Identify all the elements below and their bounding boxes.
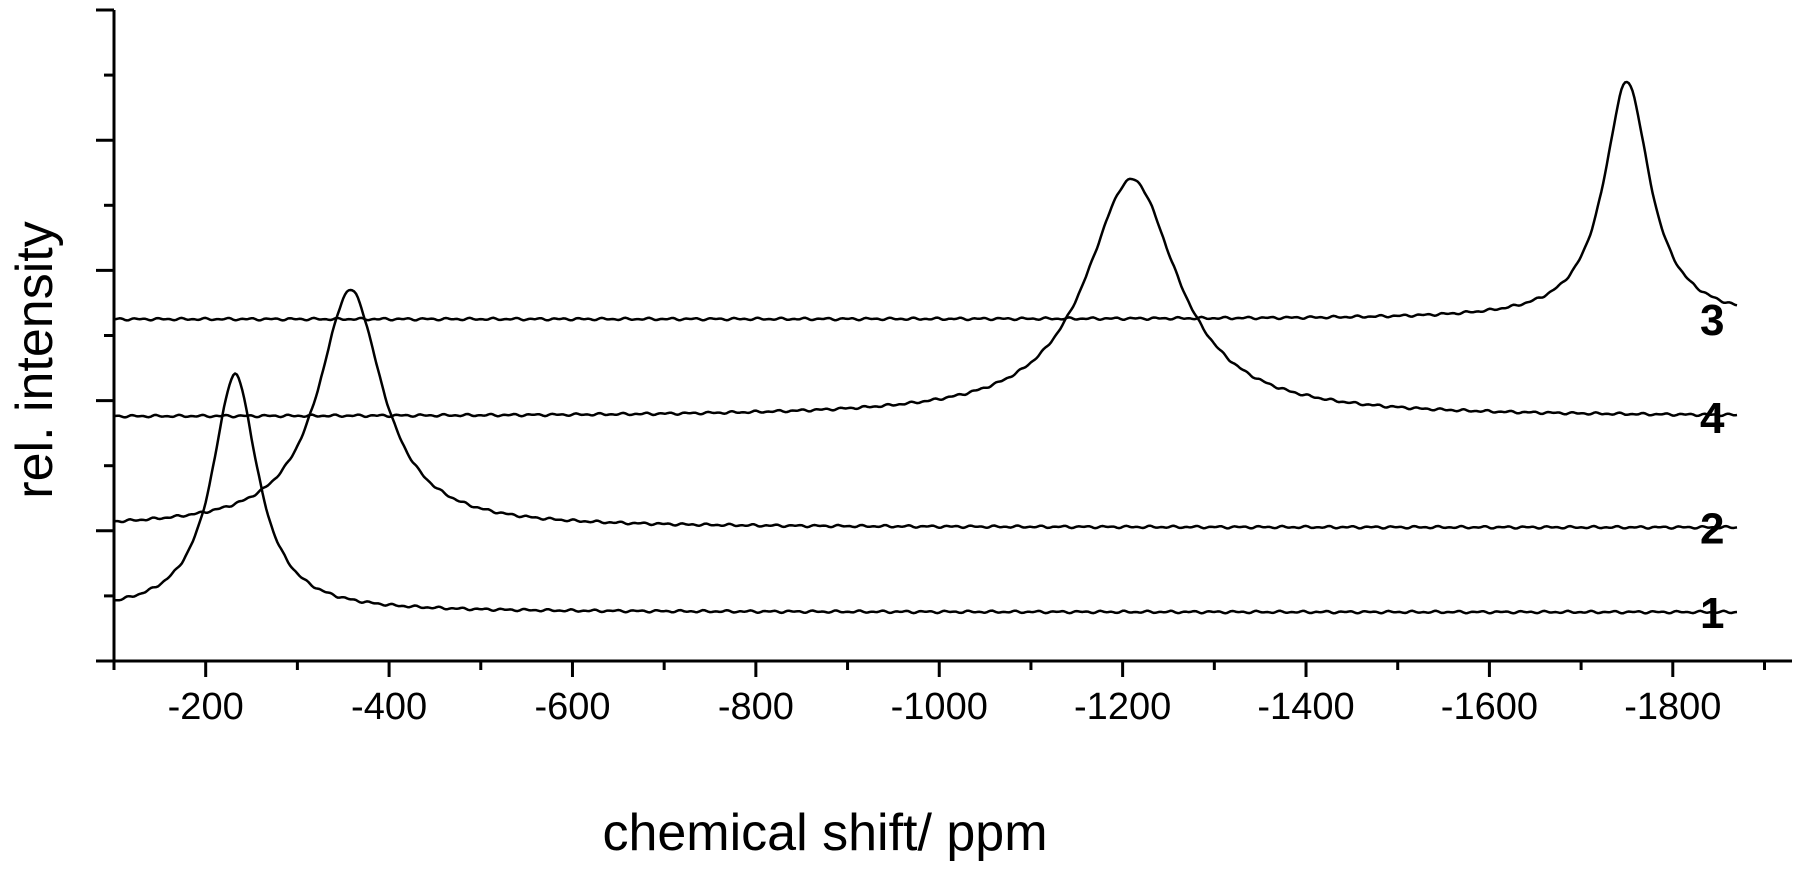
series-label-2: 2 xyxy=(1700,505,1724,554)
x-tick-labels: -200 -400 -600 -800 -1000 -1200 -1400 -1600 -180… xyxy=(168,686,1722,728)
x-tick-label: -1200 xyxy=(1074,686,1171,728)
series-label-3: 3 xyxy=(1700,296,1724,345)
spectra xyxy=(113,80,1738,615)
spectrum-line-3 xyxy=(114,80,1738,322)
x-tick-label: -1600 xyxy=(1441,686,1538,728)
axes xyxy=(112,10,1792,663)
x-tick-label: -400 xyxy=(351,686,427,728)
spectrum-line-2 xyxy=(113,288,1738,530)
x-tick-label: -1000 xyxy=(891,686,988,728)
spectrum-line-4 xyxy=(113,177,1738,419)
series-label-4: 4 xyxy=(1700,394,1725,443)
series-label-1: 1 xyxy=(1700,589,1724,638)
x-tick-label: -1800 xyxy=(1624,686,1721,728)
x-tick-label: -1400 xyxy=(1257,686,1354,728)
x-axis-title: chemical shift/ ppm xyxy=(602,804,1047,862)
x-tick-label: -200 xyxy=(168,686,244,728)
x-tick-label: -800 xyxy=(718,686,794,728)
series-labels: 1 2 4 3 xyxy=(1700,296,1725,638)
x-tick-label: -600 xyxy=(534,686,610,728)
ticks xyxy=(96,8,1766,677)
spectrum-line-1 xyxy=(113,372,1738,615)
y-axis-title: rel. intensity xyxy=(6,221,64,498)
